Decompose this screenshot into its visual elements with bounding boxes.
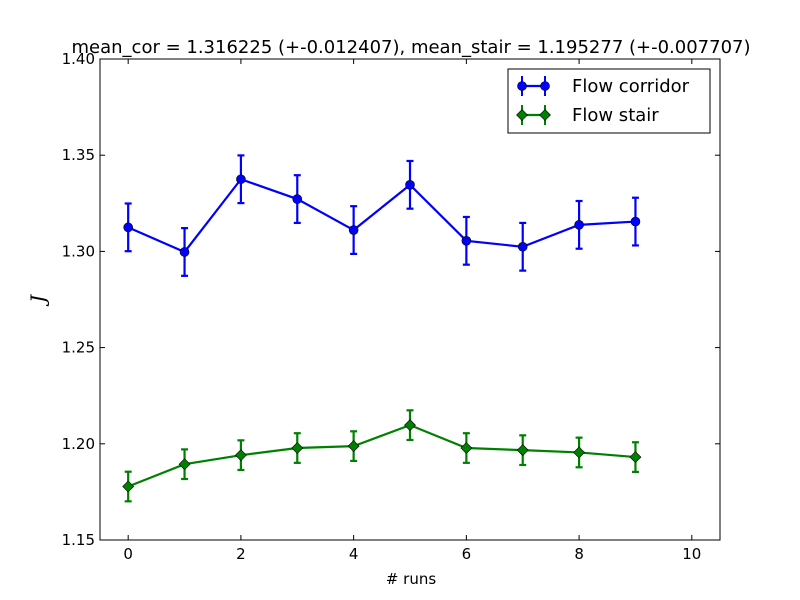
legend-marker-left [516,109,528,121]
data-point [516,444,529,457]
data-point [517,241,528,252]
data-point [291,442,304,454]
x-axis-label: # runs [386,570,437,588]
legend-marker-left [517,81,527,91]
y-axis-label: J [26,294,50,307]
data-point [234,449,247,462]
legend: Flow corridor Flow stair [507,68,711,134]
legend-label: Flow corridor [572,76,690,97]
series-flow-corridor [123,154,641,277]
data-point [178,458,191,471]
y-tick-label: 1.30 [62,242,95,260]
x-tick-label: 0 [123,545,133,563]
data-point [236,174,246,185]
legend-box [507,68,711,134]
data-point [629,451,642,463]
data-point [460,442,473,454]
data-point [123,222,133,233]
series-line [127,177,636,254]
data-point [347,440,360,453]
series-flow-stair [122,409,642,503]
legend-marker-right [540,81,550,91]
y-tick-label: 1.20 [62,435,95,453]
x-tick-label: 8 [574,545,584,563]
legend-item: Flow stair [516,105,659,126]
legend-item: Flow corridor [517,76,690,97]
series-line [127,423,636,488]
data-point [405,180,415,190]
data-point [630,216,641,227]
x-tick-label: 10 [682,545,701,563]
y-tick-label: 1.40 [62,50,95,68]
y-tick-label: 1.35 [62,146,95,164]
data-point [348,225,359,235]
data-point [122,480,135,493]
data-point [292,194,303,204]
chart-title: mean_cor = 1.316225 (+-0.012407), mean_s… [72,37,751,58]
data-point [179,247,190,257]
data-point [573,446,586,459]
legend-label: Flow stair [572,105,659,126]
y-tick-label: 1.15 [62,531,95,549]
data-point [461,236,472,246]
y-tick-label: 1.25 [62,339,95,357]
data-point [404,419,416,432]
x-tick-label: 6 [462,545,472,563]
x-tick-label: 2 [236,545,246,563]
legend-marker-right [539,109,551,121]
plot-frame [99,58,721,541]
plot-area: 0 2 4 6 8 10 1.15 1.20 1.25 1.30 1.35 1.40 [62,50,721,563]
x-tick-label: 4 [349,545,359,563]
data-point [574,220,584,230]
